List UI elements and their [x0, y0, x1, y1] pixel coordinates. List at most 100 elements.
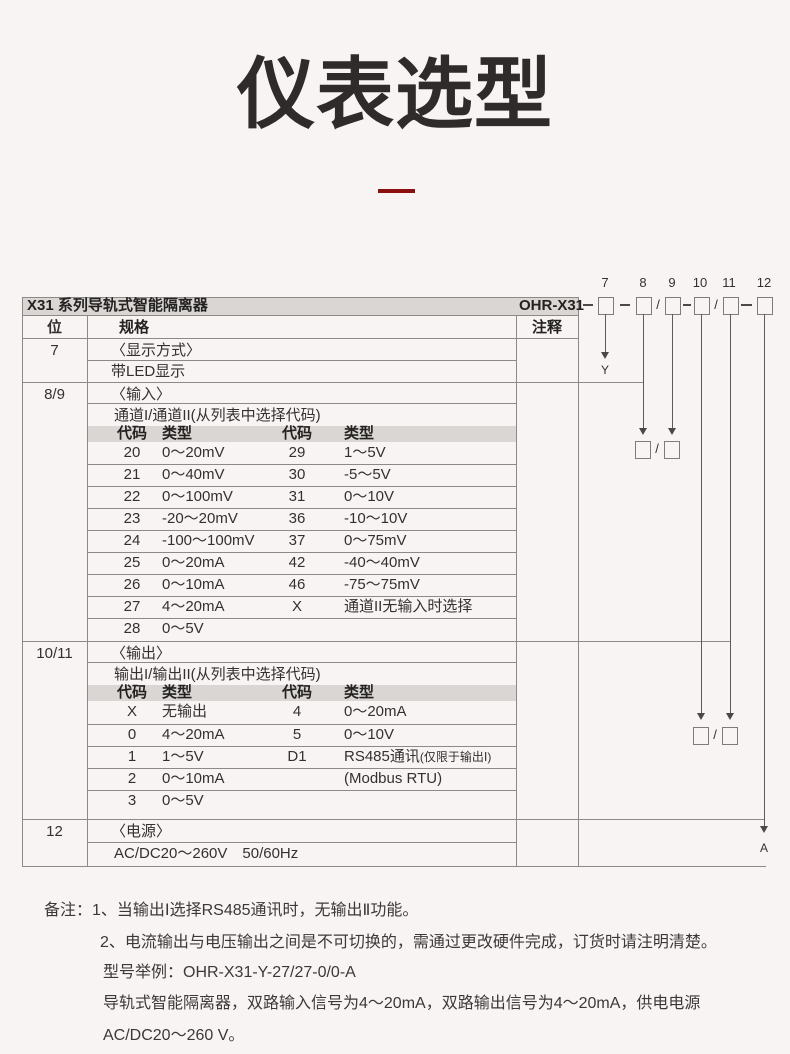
border-line: [87, 486, 516, 487]
type-cell: -75～75mV: [344, 576, 420, 593]
arrow-down-icon: [639, 428, 647, 435]
arrow-down-icon: [668, 428, 676, 435]
slash: /: [656, 297, 660, 312]
code-cell: 28: [123, 620, 141, 637]
output-code-box-1: [693, 727, 709, 745]
border-line: [87, 464, 516, 465]
display-section-title: 〈显示方式〉: [111, 342, 202, 359]
code-cell: 20: [123, 444, 141, 461]
code-cell: 0: [127, 726, 137, 743]
note-line: 导轨式智能隔离器，双路输入信号为4～20mA，双路输出信号为4～20mA，供电电…: [103, 995, 701, 1012]
input-code-row: 22 0～100mV 31 0～10V: [87, 486, 516, 508]
output-section-title: 〈输出〉: [111, 645, 172, 662]
type-header: 类型: [344, 684, 375, 701]
code-cell: 21: [123, 466, 141, 483]
type-cell: -5～5V: [344, 466, 391, 483]
input-code-row: 26 0～10mA 46 -75～75mV: [87, 574, 516, 596]
power-section-value: AC/DC20～260V 50/60Hz: [114, 845, 299, 862]
output-code-row: X 无输出 4 0～20mA: [87, 701, 516, 723]
type-cell: 0～10V: [344, 488, 395, 505]
note-line: 备注：1、当输出Ⅰ选择RS485通讯时，无输出Ⅱ功能。: [44, 902, 419, 919]
type-cell: 0～5V: [162, 620, 204, 637]
position-number: 7: [601, 275, 609, 290]
type-cell: 0～5V: [162, 792, 204, 809]
border-line: [87, 552, 516, 553]
table-series-title: X31 系列导轨式智能隔离器: [27, 297, 208, 314]
code-cell: 2: [127, 770, 137, 787]
code-header: 代码: [116, 684, 147, 701]
border-line: [87, 790, 516, 791]
input-section-title: 〈输入〉: [111, 386, 172, 403]
note-line: 型号举例：OHR-X31-Y-27/27-0/0-A: [103, 964, 356, 981]
title-underline: [378, 189, 415, 193]
code-cell: 42: [288, 554, 306, 571]
type-cell: -20～20mV: [162, 510, 238, 527]
input-code-box-1: [635, 441, 651, 459]
input-code-box-2: [664, 441, 680, 459]
output-header-band: [87, 685, 516, 701]
type-cell: 1～5V: [162, 748, 204, 765]
type-cell: 通道II无输入时选择: [344, 598, 473, 615]
connector-line: [643, 314, 644, 429]
input-code-header-row: 代码 类型 代码 类型: [87, 423, 516, 445]
output-code-box-2: [722, 727, 738, 745]
table-bottom-line: [22, 866, 766, 867]
connector-line: [730, 314, 731, 714]
code-cell: 3: [127, 792, 137, 809]
code-header: 代码: [116, 425, 147, 442]
code-cell: 27: [123, 598, 141, 615]
section-connector-line: [22, 819, 764, 820]
bit-column-header: 位: [46, 319, 62, 336]
slash: /: [713, 727, 717, 742]
border-line: [87, 596, 516, 597]
code-cell: D1: [287, 748, 307, 765]
border-line: [22, 338, 578, 339]
border-line: [87, 724, 516, 725]
slash: /: [714, 297, 718, 312]
input-code-row: 21 0～40mV 30 -5～5V: [87, 464, 516, 486]
section-connector-line: [22, 641, 730, 642]
arrow-down-icon: [760, 826, 768, 833]
code-box-11: [723, 297, 739, 315]
border-line: [516, 315, 517, 866]
position-number: 10: [692, 275, 708, 290]
code-cell: 25: [123, 554, 141, 571]
input-code-row: 23 -20～20mV 36 -10～10V: [87, 508, 516, 530]
bit-cell-display: 7: [50, 342, 59, 359]
output-code-row: 2 0～10mA (Modbus RTU): [87, 768, 516, 790]
arrow-down-icon: [726, 713, 734, 720]
connector-line: [701, 314, 702, 714]
input-code-row: 20 0～20mV 29 1～5V: [87, 442, 516, 464]
border-line: [87, 662, 516, 663]
code-cell: 26: [123, 576, 141, 593]
type-cell: -40～40mV: [344, 554, 420, 571]
code-box-7: [598, 297, 614, 315]
dash: [683, 304, 691, 306]
type-cell: 1～5V: [344, 444, 386, 461]
display-section-value: 带LED显示: [111, 363, 186, 380]
note-column-header: 注释: [531, 319, 562, 336]
code-cell: X: [291, 598, 302, 615]
type-cell: (Modbus RTU): [344, 770, 443, 787]
arrow-down-icon: [697, 713, 705, 720]
code-cell: 30: [288, 466, 306, 483]
type-cell: 0～20mV: [162, 444, 225, 461]
code-box-10: [694, 297, 710, 315]
position-number: 11: [722, 275, 736, 290]
type-cell: 0～40mV: [162, 466, 225, 483]
position-number: 12: [756, 275, 772, 290]
connector-line: [672, 314, 673, 429]
border-line: [22, 315, 578, 316]
code-cell: X: [126, 703, 137, 720]
dash: [620, 304, 630, 306]
type-cell: 4～20mA: [162, 726, 225, 743]
border-line: [87, 842, 516, 843]
output-code-row: 1 1～5V D1 RS485通讯(仅限于输出Ⅰ): [87, 746, 516, 768]
border-line: [87, 746, 516, 747]
page-title: 仪表选型: [236, 50, 553, 138]
input-code-row: 24 -100～100mV 37 0～75mV: [87, 530, 516, 552]
border-line: [87, 768, 516, 769]
type-header: 类型: [162, 425, 193, 442]
output-code-row: 3 0～5V: [87, 790, 516, 812]
table-title-band: [22, 297, 578, 315]
